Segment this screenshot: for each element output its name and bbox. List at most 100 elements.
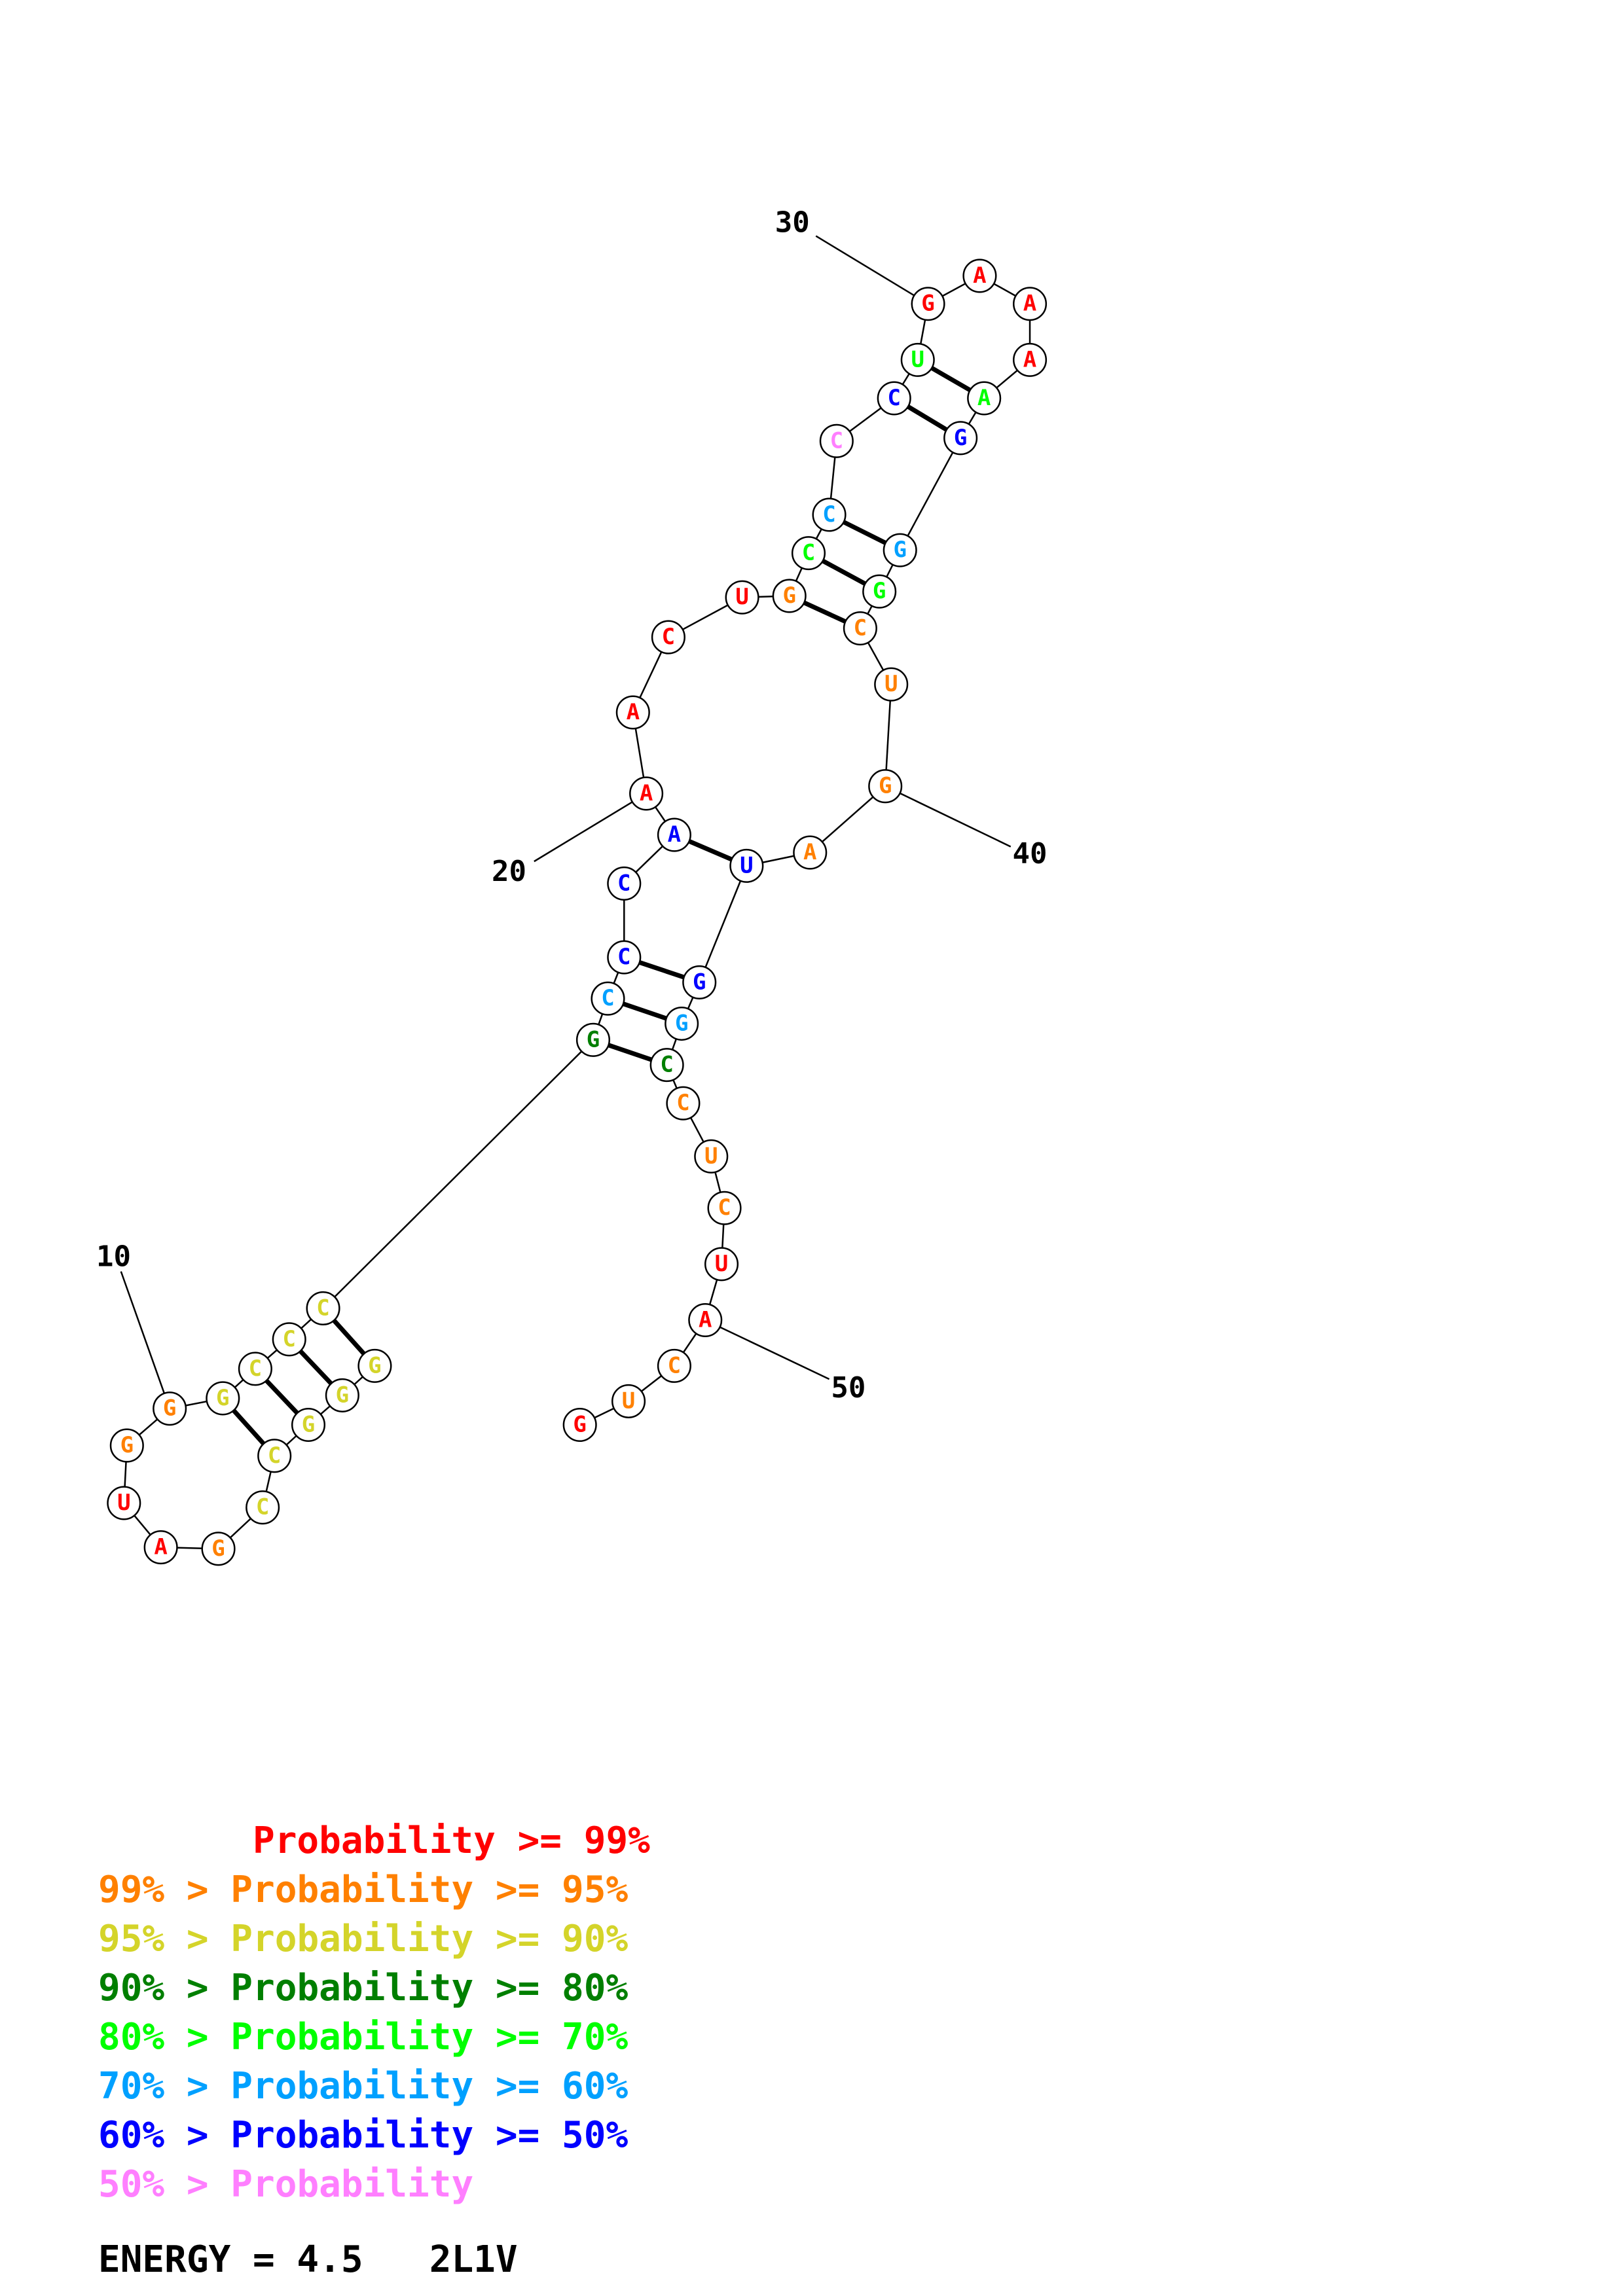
nucleotide: C [707,1191,742,1225]
nucleotide-circle [843,611,877,646]
nucleotide-base: A [154,1534,167,1560]
nucleotide-base: G [675,1011,688,1037]
legend-prefix: 95% > [98,1918,231,1960]
nucleotide: C [666,1086,701,1121]
structure-name: 2L1V [429,2238,518,2281]
nucleotide-base: G [873,578,886,604]
legend-prefix: 70% > [98,2065,231,2108]
nucleotide-base: C [617,870,630,896]
nucleotide: C [246,1490,280,1525]
legend-prefix: 50% > [98,2163,231,2206]
nucleotide: A [629,776,664,811]
nucleotide: G [911,287,945,321]
nucleotide-circle [629,776,664,811]
backbone-segment [322,1039,594,1309]
legend-prefix: 90% > [98,1967,231,2009]
nucleotide-base: C [249,1355,262,1382]
legend-row-99: Probability >= 99% [98,1816,650,1865]
nucleotide: G [109,1428,144,1463]
nucleotide: C [657,1348,691,1383]
nucleotide-circle [688,1302,723,1338]
nucleotide-base: G [211,1535,225,1562]
legend-text: Probability >= 95% [230,1869,629,1911]
nucleotide: U [107,1486,141,1520]
nucleotide-base: G [336,1382,349,1408]
position-tick [884,785,1012,848]
legend-text: Probability >= 99% [253,1820,650,1862]
nucleotide: A [143,1530,178,1565]
legend-row-90: 95% > Probability >= 90% [98,1914,650,1964]
nucleotide-base: C [662,624,675,650]
nucleotide-base: C [887,385,900,411]
nucleotide-base: G [302,1412,315,1438]
nucleotide-circle [725,580,759,615]
nucleotide-circle [611,1384,646,1418]
nucleotide-circle [109,1428,144,1463]
legend-text: Probability >= 60% [230,2065,629,2108]
nucleotide-base: G [921,291,934,317]
nucleotide: U [704,1247,739,1282]
nucleotide: C [819,423,854,458]
nucleotide-circle [657,1348,691,1383]
nucleotide-base: C [282,1326,295,1352]
nucleotide-circle [649,1048,684,1083]
nucleotide: A [615,695,650,730]
nucleotide-base: U [911,346,924,372]
legend-prefix: 60% > [98,2114,231,2157]
nucleotide-base: C [802,540,815,566]
energy-label: ENERGY = 4.5 [98,2238,363,2281]
nucleotide: G [575,1022,611,1057]
position-label: 30 [775,206,810,240]
nucleotide: U [874,667,909,702]
nucleotide: G [665,1006,699,1041]
nucleotide: G [325,1378,359,1412]
nucleotide-circle [967,381,1002,416]
nucleotide-base: A [977,385,991,411]
nucleotide-base: C [316,1295,329,1321]
nucleotide-base: A [803,839,816,865]
nucleotide: U [611,1384,646,1418]
position-label: 10 [96,1240,131,1273]
nucleotide: C [843,611,877,646]
nucleotide: A [793,835,828,870]
nucleotide: A [1012,342,1048,377]
nucleotide: A [962,259,997,293]
nucleotide-circle [651,620,685,655]
nucleotide-circle [607,940,642,975]
backbone-segment [899,437,962,551]
nucleotide-circle [1012,287,1048,321]
nucleotide: C [238,1352,272,1386]
position-tick [704,1319,830,1380]
nucleotide: G [682,965,717,999]
nucleotide-base: G [163,1395,176,1422]
position-tick [815,235,929,305]
nucleotide-circle [615,695,650,730]
nucleotide: G [943,421,978,456]
legend-row-50: 60% > Probability >= 50% [98,2111,650,2160]
nucleotide-circle [962,259,997,293]
nucleotide-circle [325,1378,359,1412]
legend-row-95: 99% > Probability >= 95% [98,1865,650,1914]
nucleotide: G [201,1532,236,1566]
nucleotide-circle [107,1486,141,1520]
nucleotide: A [688,1302,723,1338]
nucleotide: G [868,769,903,804]
nucleotide-circle [1012,342,1048,377]
legend-text: Probability >= 90% [230,1918,629,1960]
nucleotide-circle [575,1022,611,1057]
nucleotide-circle [868,769,903,804]
nucleotide-base: G [693,969,706,995]
nucleotide-base: G [782,583,795,609]
nucleotide-circle [883,533,917,567]
nucleotide-circle [246,1490,280,1525]
nucleotide-circle [682,965,717,999]
nucleotide-circle [943,421,978,456]
nucleotide: G [562,1407,597,1443]
nucleotide-base: C [256,1494,269,1520]
nucleotide-base: A [627,699,640,725]
nucleotide-base: G [893,537,906,563]
nucleotide-circle [591,981,625,1016]
nucleotide-circle [657,817,691,852]
nucleotide-circle [206,1381,240,1416]
